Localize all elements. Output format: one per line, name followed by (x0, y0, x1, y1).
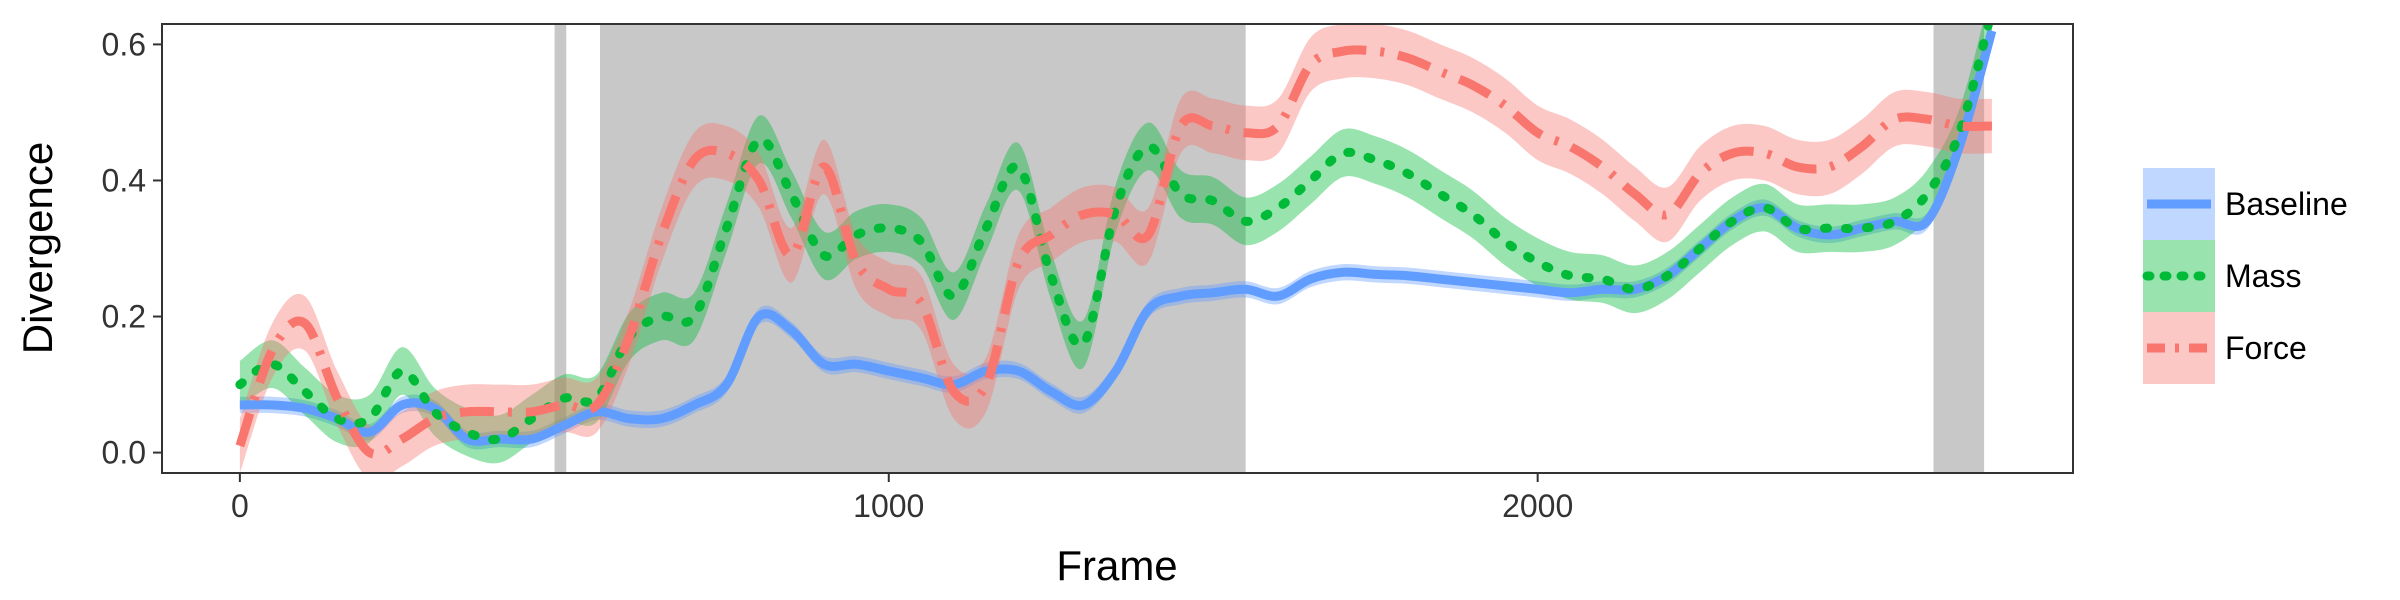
legend-item-mass: Mass (2142, 240, 2301, 312)
legend-label: Mass (2225, 258, 2301, 294)
y-tick-label: 0.0 (102, 435, 146, 471)
y-axis-title: Divergence (14, 142, 61, 354)
x-tick-label: 0 (231, 488, 249, 524)
x-axis-title: Frame (1056, 542, 1177, 589)
x-axis-ticks: 0 1000 2000 (231, 473, 1573, 524)
band-force (239, 24, 1992, 473)
legend-label: Force (2225, 330, 2307, 366)
legend: Baseline Mass Force (2142, 168, 2348, 384)
y-tick-label: 0.2 (102, 299, 146, 335)
series-lines (235, 24, 1997, 459)
y-tick-label: 0.4 (102, 162, 146, 198)
plot-panel-border (161, 23, 2074, 474)
x-tick-label: 2000 (1502, 488, 1573, 524)
line-mass (235, 24, 1994, 445)
x-tick-label: 1000 (853, 488, 924, 524)
legend-label: Baseline (2225, 186, 2348, 222)
y-tick-label: 0.6 (102, 26, 146, 62)
line-force (235, 45, 1992, 459)
legend-item-baseline: Baseline (2143, 168, 2348, 240)
shaded-region-1 (554, 24, 567, 473)
legend-item-force: Force (2143, 312, 2307, 384)
y-axis-ticks: 0.0 0.2 0.4 0.6 (102, 26, 162, 471)
